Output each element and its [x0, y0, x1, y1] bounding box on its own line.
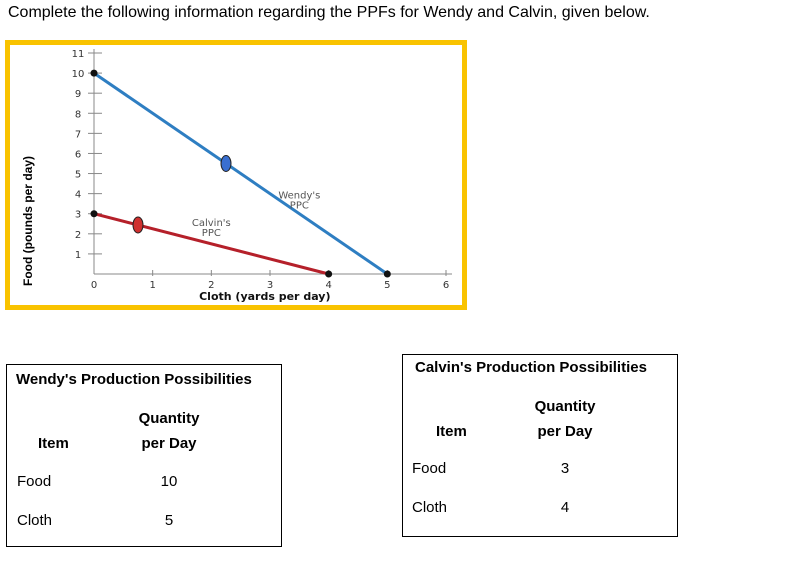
calvin-ppc-annotation: Calvin's PPC — [192, 218, 231, 239]
wendy-table: Wendy's Production Possibilities Quantit… — [6, 364, 282, 547]
y-tick-label: 11 — [72, 49, 85, 60]
calvin-endpoint — [325, 270, 333, 278]
x-tick-label: 1 — [149, 280, 155, 291]
x-tick-label: 3 — [267, 280, 273, 291]
y-tick-label: 5 — [75, 170, 81, 181]
wendy-row-qty: 10 — [160, 473, 178, 490]
y-tick-label: 4 — [75, 190, 81, 201]
calvin-col-qty-line1: Quantity — [534, 398, 596, 415]
wendy-endpoint — [90, 69, 98, 77]
y-tick-label: 6 — [75, 149, 81, 160]
wendy-col-qty-line1: Quantity — [138, 410, 200, 427]
ppf-chart: 1 2 3 4 5 6 7 8 9 10 11 0 1 2 3 4 5 6 Cloth (yards per day… — [72, 49, 452, 303]
wendy-table-title: Wendy's Production Possibilities — [16, 371, 252, 388]
calvin-table-title: Calvin's Production Possibilities — [415, 359, 647, 376]
calvin-row-qty: 4 — [560, 499, 570, 516]
calvin-row-qty: 3 — [560, 460, 570, 477]
wendy-row-qty: 5 — [164, 512, 174, 529]
wendy-ppc-line — [93, 71, 389, 276]
y-tick-label: 1 — [75, 250, 81, 261]
wendy-endpoint — [383, 270, 391, 278]
wendy-col-item: Item — [38, 435, 69, 452]
wendy-marker-point — [220, 155, 232, 172]
wendy-row-item: Cloth — [17, 512, 53, 529]
calvin-row-item: Food — [412, 460, 447, 477]
y-tick-label: 2 — [75, 230, 81, 241]
x-tick-label: 5 — [384, 280, 390, 291]
y-tick-label: 7 — [75, 129, 81, 140]
x-tick-label: 2 — [208, 280, 214, 291]
y-tick-label: 10 — [72, 69, 85, 80]
y-axis-label: Food (pounds per day) — [21, 156, 35, 286]
y-tick-label: 9 — [75, 89, 81, 100]
y-tick-label: 8 — [75, 109, 81, 120]
calvin-row-item: Cloth — [412, 499, 448, 516]
wendy-row-item: Food — [17, 473, 52, 490]
ppf-chart-frame: 1 2 3 4 5 6 7 8 9 10 11 0 1 2 3 4 5 6 Cloth (yards per day… — [5, 40, 467, 310]
x-tick-label: 6 — [443, 280, 449, 291]
y-tick-label: 3 — [75, 210, 81, 221]
x-axis-label: Cloth (yards per day) — [199, 290, 330, 303]
calvin-col-qty-line2: per Day — [537, 423, 593, 440]
calvin-endpoint — [90, 210, 98, 218]
instruction-text: Complete the following information regar… — [8, 4, 650, 21]
calvin-col-item: Item — [436, 423, 467, 440]
wendy-col-qty-line2: per Day — [141, 435, 197, 452]
wendy-ppc-annotation: Wendy's PPC — [278, 191, 320, 212]
x-tick-label: 4 — [325, 280, 331, 291]
calvin-marker-point — [132, 216, 144, 234]
x-tick-label: 0 — [91, 280, 97, 291]
calvin-table: Calvin's Production Possibilities Quanti… — [402, 354, 678, 537]
